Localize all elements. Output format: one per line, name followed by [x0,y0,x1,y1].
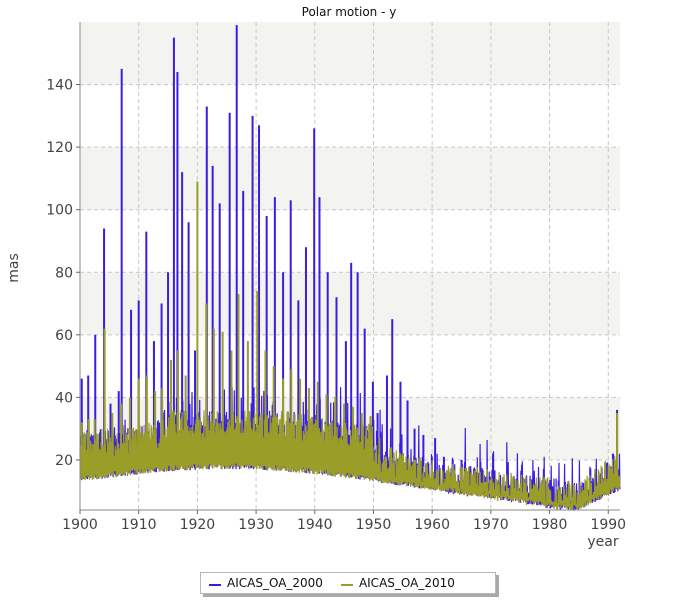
x-tick-label: 1970 [473,517,509,533]
y-tick-label: 120 [46,140,73,156]
background-band [80,272,620,335]
y-tick-label: 60 [55,328,73,344]
legend-swatch-series-2 [340,584,353,586]
x-tick-label: 1950 [356,517,392,533]
plot-background-bands [80,22,620,510]
x-tick-label: 1930 [238,517,274,533]
series-2 [79,181,621,511]
x-tick-label: 1920 [180,517,216,533]
x-tick-label: 1990 [590,517,626,533]
x-tick-label: 1960 [414,517,450,533]
legend-item: AICAS_OA_2010 [340,576,455,590]
x-tick-label: 1900 [62,517,98,533]
axes: 20 40 60 80 100 120 140 1900 1910 1920 1930 1940 195… [46,22,626,533]
chart-title: Polar motion - y [302,5,397,19]
x-axis-label: year [587,534,618,550]
background-band [80,147,620,210]
y-tick-label: 40 [55,390,73,406]
background-band [80,22,620,85]
y-tick-label: 100 [46,203,73,219]
y-axis-label: mas [6,253,22,283]
y-tick-label: 140 [46,78,73,94]
series-layer [79,25,621,512]
legend-label-series-1: AICAS_OA_2000 [227,576,323,590]
x-tick-label: 1910 [121,517,157,533]
x-tick-label: 1980 [532,517,568,533]
legend: AICAS_OA_2000 AICAS_OA_2010 [200,572,496,594]
x-tick-label: 1940 [297,517,333,533]
legend-swatch-series-1 [209,584,221,586]
y-tick-label: 80 [55,265,73,281]
legend-item: AICAS_OA_2000 [209,576,323,590]
legend-label-series-2: AICAS_OA_2010 [358,576,455,590]
y-tick-label: 20 [55,453,73,469]
